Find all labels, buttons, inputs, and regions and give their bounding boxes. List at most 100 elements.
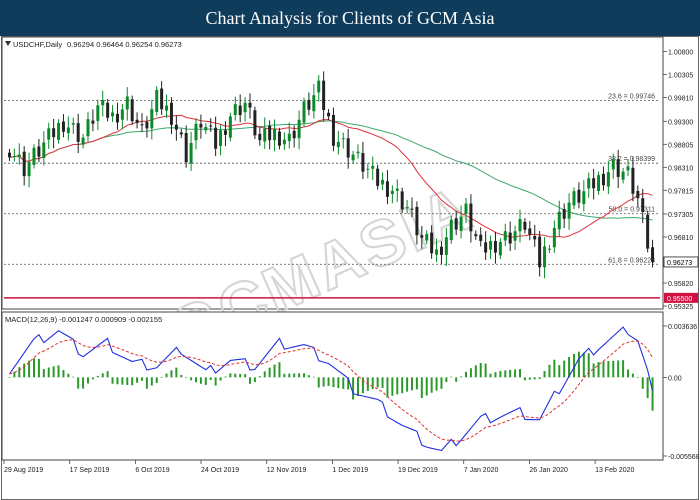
macd-histogram-bar [582, 352, 585, 378]
fib-level-label: 38.2 = 0.98399 [608, 156, 655, 163]
candle-body [651, 247, 655, 262]
candle-body [513, 231, 517, 241]
candle-body [282, 139, 286, 145]
macd-histogram-bar [357, 377, 359, 396]
candle-body [464, 203, 468, 214]
price-axis-label: 1.00800 [668, 50, 693, 57]
candle-body [214, 127, 218, 149]
macd-histogram-bar [229, 373, 232, 378]
macd-histogram-bar [435, 377, 438, 391]
macd-histogram-bar [106, 371, 109, 378]
signal-line [9, 339, 653, 442]
candle-body [493, 241, 497, 253]
macd-histogram-bar [543, 371, 546, 378]
candle-body [223, 130, 227, 135]
macd-histogram-bar [258, 376, 261, 378]
candle-body [361, 153, 365, 172]
candle-body [508, 232, 512, 244]
price-panel [1, 36, 664, 310]
macd-histogram-bar [347, 377, 350, 390]
macd-histogram-bar [465, 371, 467, 378]
macd-histogram-bar [91, 377, 94, 380]
macd-histogram-bar [430, 377, 433, 393]
macd-histogram-bar [651, 377, 654, 411]
macd-histogram-bar [553, 359, 556, 378]
macd-histogram-bar [126, 377, 129, 386]
candle-body [169, 102, 173, 125]
macd-histogram-bar [165, 373, 168, 378]
macd-histogram-bar [533, 377, 536, 380]
candle-body [7, 152, 11, 158]
candle-body [562, 209, 566, 219]
candle-body [489, 241, 493, 250]
macd-histogram-bar [568, 356, 571, 378]
price-axis-label: 0.99300 [668, 119, 693, 126]
macd-histogram-bar [96, 375, 99, 378]
candle-body [543, 246, 547, 268]
candle-body [27, 161, 31, 177]
fibonacci-levels: 23.6 = 0.99746 38.2 = 0.98399 50.0 = 0.973… [4, 94, 660, 299]
macd-histogram-bar [523, 377, 526, 381]
time-axis-label: 26 Jan 2020 [529, 467, 568, 474]
macd-histogram-bar [204, 377, 207, 385]
symbol-label: USDCHF,Daily [13, 40, 62, 49]
macd-histogram-bar [42, 368, 45, 378]
macd-histogram-bar [33, 358, 35, 378]
macd-histogram-bar [587, 353, 590, 378]
macd-histogram-bar [455, 377, 458, 382]
macd-histogram-bar [636, 377, 639, 378]
macd-histogram-bar [627, 369, 629, 378]
candle-body [292, 130, 296, 139]
candles [7, 71, 655, 279]
candle-body [582, 191, 586, 205]
candle-body [400, 191, 404, 210]
candle-body [111, 112, 115, 117]
fib-level-label: 23.6 = 0.99746 [608, 94, 655, 101]
support-price-tag [664, 292, 698, 303]
candle-body [538, 236, 542, 268]
support-price-label: 0.95500 [667, 296, 692, 303]
candle-body [91, 120, 95, 124]
candle-body [572, 191, 576, 206]
page-title: Chart Analysis for Clients of GCM Asia [0, 0, 700, 36]
candle-body [86, 119, 90, 137]
macd-histogram-bar [150, 377, 153, 386]
macd-histogram-bar [67, 373, 70, 378]
macd-histogram-bar [494, 372, 497, 378]
candle-body [376, 168, 380, 186]
macd-histogram-bar [602, 361, 605, 378]
candle-body [258, 133, 262, 141]
macd-histogram-bar [450, 376, 453, 378]
candle-body [135, 119, 139, 123]
macd-histogram-bar [180, 375, 183, 378]
macd-histogram-bar [37, 358, 40, 378]
macd-histogram-bar [249, 377, 251, 384]
candle-body [297, 119, 301, 139]
candle-body [469, 203, 473, 232]
candle-body [351, 154, 355, 161]
candle-body [420, 235, 424, 238]
candle-body [528, 228, 532, 235]
candle-body [179, 132, 183, 135]
candle-body [626, 166, 630, 171]
macd-histogram-bar [327, 377, 330, 386]
macd-histogram-bar [141, 377, 143, 381]
candle-body [503, 231, 507, 241]
macd-histogram-bar [352, 377, 355, 400]
macd-axis: 0.003636 0.00 -0.005568 [663, 324, 700, 461]
candle-body [435, 249, 439, 255]
candle-body [601, 173, 605, 186]
candle-body [76, 123, 80, 142]
candle-body [81, 137, 85, 145]
macd-histogram-bar [224, 376, 227, 378]
time-axis-label: 19 Dec 2019 [398, 467, 438, 474]
macd-histogram-bar [298, 373, 301, 378]
candle-body [17, 154, 21, 158]
macd-histogram-bar [317, 377, 320, 388]
candle-body [646, 214, 650, 249]
macd-line [9, 326, 654, 452]
candle-body [248, 102, 252, 108]
macd-histogram-bar [214, 377, 217, 386]
macd-histogram-bar [234, 373, 237, 378]
macd-histogram-bar [504, 370, 507, 378]
